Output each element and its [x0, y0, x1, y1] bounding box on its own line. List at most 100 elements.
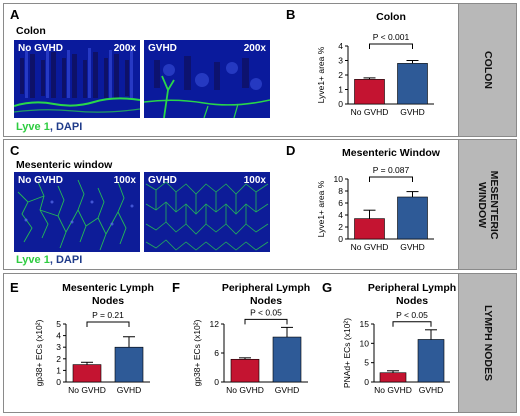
- chart-g-ylabel: PNAd+ ECs (x10²): [342, 318, 352, 388]
- chart-f-category-label-1: GVHD: [275, 385, 300, 395]
- chart-d-category-label-1: GVHD: [400, 242, 425, 252]
- mesenteric-stain-legend: Lyve 1, DAPI: [16, 254, 82, 266]
- chart-g-category-label-0: No GVHD: [374, 385, 412, 395]
- chart-e-ytick-label-5: 5: [56, 319, 61, 329]
- chart-g-bar-0: [379, 372, 407, 383]
- panel-label-g: G: [322, 280, 333, 295]
- colon-gvhd-label: GVHD: [148, 43, 177, 54]
- lyve1-legend: Lyve 1: [16, 121, 50, 133]
- chart-e-bar-0: [72, 364, 102, 383]
- chart-g-bar-1: [417, 339, 445, 383]
- chart-d: Mesenteric Window 0 2 4 6 8 10 Lyve1+ area % No …: [316, 147, 441, 252]
- chart-d-ytick-label-2: 4: [338, 210, 343, 220]
- side-text-colon: COLON: [481, 51, 494, 89]
- chart-f-title-0: Peripheral Lymph: [222, 282, 310, 294]
- side-text-lymph: LYMPH NODES: [481, 304, 494, 382]
- chart-b-bar-0: [354, 79, 385, 105]
- chart-f-significance-bracket: [244, 318, 288, 325]
- chart-e-title-0: Mesenteric Lymph: [62, 282, 154, 294]
- chart-d-title-0: Mesenteric Window: [342, 147, 441, 159]
- panel-label-c: C: [10, 143, 20, 158]
- chart-f-ytick-label-0: 0: [214, 377, 219, 387]
- chart-e-bar-1: [114, 346, 144, 383]
- mesenteric-micrograph-gvhd: GVHD 100x: [144, 172, 270, 252]
- colon-band: A Colon No GVHD 200x: [3, 3, 517, 137]
- panel-a-title: Colon: [16, 25, 46, 37]
- chart-b: Colon 0 1 2 3 4 Lyve1+ area % No GVHD GVHD P < 0.…: [316, 11, 434, 117]
- chart-g-ytick-label-3: 15: [360, 319, 370, 329]
- chart-e-ytick-label-0: 0: [56, 377, 61, 387]
- chart-d-significance-bracket: [369, 176, 413, 182]
- chart-b-category-label-1: GVHD: [400, 107, 425, 117]
- panel-c-title: Mesenteric window: [16, 159, 113, 171]
- mesenteric-band: C Mesenteric window No GVHD 100x: [3, 139, 517, 270]
- panel-label-d: D: [286, 143, 296, 158]
- chart-g-ytick-label-2: 10: [360, 338, 370, 348]
- chart-g-title-1: Nodes: [396, 295, 428, 307]
- chart-e-category-label-0: No GVHD: [68, 385, 106, 395]
- chart-b-ytick-label-1: 1: [338, 85, 343, 95]
- chart-e-title-1: Nodes: [92, 295, 124, 307]
- chart-f-category-label-0: No GVHD: [226, 385, 264, 395]
- colon-stain-legend: Lyve 1, DAPI: [16, 121, 82, 133]
- mesenteric-no-gvhd-label: No GVHD: [18, 175, 63, 186]
- dapi-legend-2: DAPI: [55, 254, 83, 266]
- colon-no-gvhd-mag: 200x: [113, 43, 136, 54]
- chart-d-ytick-label-0: 0: [338, 234, 343, 244]
- chart-f-ytick-label-1: 6: [214, 348, 219, 358]
- mesenteric-no-gvhd-mag: 100x: [113, 175, 136, 186]
- mesenteric-no-gvhd-texture: [14, 172, 140, 252]
- colon-micrograph-gvhd: GVHD 200x: [144, 40, 270, 118]
- colon-gvhd-mag: 200x: [243, 43, 266, 54]
- mesenteric-gvhd-label: GVHD: [148, 175, 177, 186]
- chart-d-ytick-label-1: 2: [338, 222, 343, 232]
- side-label-colon: COLON: [458, 4, 516, 136]
- chart-e-significance-bracket: [86, 321, 130, 327]
- chart-b-ytick-label-4: 4: [338, 41, 343, 51]
- chart-d-bar-0: [354, 218, 385, 240]
- chart-d-annotation: P = 0.087: [373, 165, 410, 175]
- chart-b-bar-1: [397, 63, 428, 105]
- chart-b-category-label-0: No GVHD: [351, 107, 389, 117]
- chart-d-bar-1: [397, 196, 428, 240]
- colon-no-gvhd-label: No GVHD: [18, 43, 63, 54]
- chart-e-ytick-label-2: 2: [56, 354, 61, 364]
- chart-f-title-1: Nodes: [250, 295, 282, 307]
- chart-d-ytick-label-4: 8: [338, 186, 343, 196]
- side-label-lymph: LYMPH NODES: [458, 274, 516, 412]
- chart-g-annotation: P < 0.05: [396, 310, 428, 320]
- chart-d-ytick-label-5: 10: [334, 174, 344, 184]
- chart-d-ytick-label-3: 6: [338, 198, 343, 208]
- chart-b-title-0: Colon: [376, 11, 406, 23]
- chart-e-annotation: P = 0.21: [92, 310, 124, 320]
- chart-g-ytick-label-0: 0: [364, 377, 369, 387]
- side-text-mesenteric-line2: WINDOW: [475, 181, 488, 228]
- panel-label-e: E: [10, 280, 19, 295]
- chart-b-significance-bracket: [369, 43, 413, 49]
- chart-e-ylabel: gp38+ ECs (x10²): [34, 319, 44, 386]
- dapi-legend: DAPI: [55, 121, 83, 133]
- chart-d-category-label-0: No GVHD: [351, 242, 389, 252]
- colon-micrograph-no-gvhd: No GVHD 200x: [14, 40, 140, 118]
- panel-label-b: B: [286, 7, 296, 22]
- chart-b-ytick-label-0: 0: [338, 99, 343, 109]
- chart-g-significance-bracket: [392, 321, 432, 327]
- chart-b-annotation: P < 0.001: [373, 32, 410, 42]
- chart-d-ylabel: Lyve1+ area %: [316, 180, 326, 237]
- chart-f-annotation: P < 0.05: [250, 307, 282, 317]
- chart-e-category-label-1: GVHD: [117, 385, 142, 395]
- chart-e-ytick-label-4: 4: [56, 331, 61, 341]
- chart-f-ylabel: gp38+ ECs (x10²): [192, 319, 202, 386]
- side-text-mesenteric-line1: MESENTERIC: [487, 170, 500, 239]
- chart-g-ytick-label-1: 5: [364, 358, 369, 368]
- colon-no-gvhd-texture: [14, 40, 140, 118]
- lymph-band: E Mesenteric Lymph Nodes 0 1 2 3 4 5 gp38+ ECs (…: [3, 273, 517, 413]
- chart-f-bar-0: [230, 358, 260, 383]
- legend-separator: ,: [49, 121, 53, 133]
- lyve1-legend-2: Lyve 1: [16, 254, 50, 266]
- chart-g-title-0: Peripheral Lymph: [368, 282, 456, 294]
- chart-b-ytick-label-2: 2: [338, 70, 343, 80]
